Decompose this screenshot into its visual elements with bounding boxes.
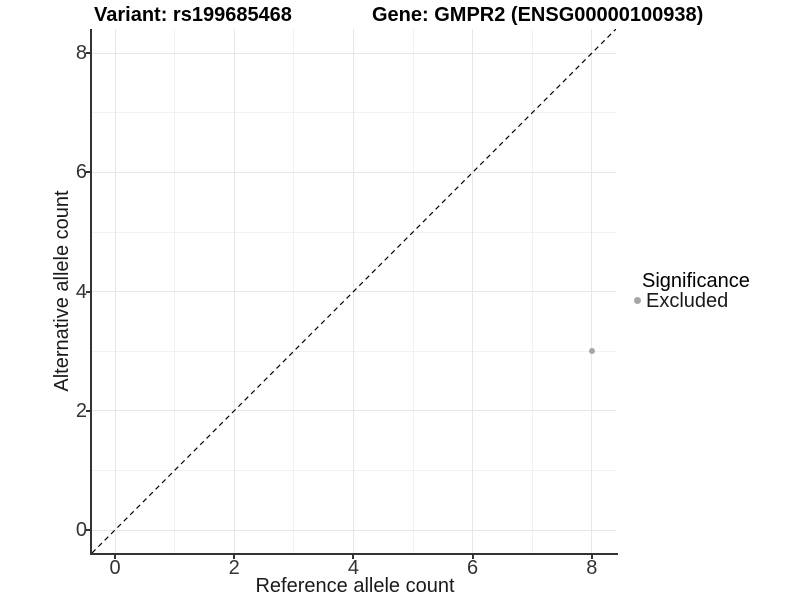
y-tick-label: 0 [75,519,87,541]
x-tick-label: 4 [347,557,359,579]
grid-major-h [92,410,616,412]
y-tick-mark [86,52,92,55]
grid-minor-v [412,29,414,553]
x-tick-label: 6 [467,557,479,579]
y-tick-label: 2 [75,399,87,422]
grid-minor-h [92,231,616,233]
grid-minor-h [92,112,616,114]
x-tick-mark [233,553,236,559]
grid-major-h [92,52,616,54]
x-tick-mark [471,553,474,559]
identity-line [92,29,616,553]
x-tick-mark [114,553,116,559]
grid-minor-h [92,469,616,471]
data-point [588,348,595,355]
grid-major-v [472,29,474,553]
grid-major-v [591,29,593,553]
grid-major-h [92,171,616,173]
y-tick-mark [86,529,92,531]
y-tick-mark [86,171,92,174]
y-axis-title: Alternative allele count [51,190,73,392]
grid-major-v [233,29,235,553]
x-axis-title: Reference allele count [255,575,455,597]
y-tick-label: 4 [75,280,87,303]
x-tick-mark [590,553,593,559]
x-tick-label: 2 [228,557,240,579]
plot-title-variant: Variant: rs199685468 [94,4,292,26]
grid-minor-h [92,350,616,352]
grid-minor-v [174,29,176,553]
excluded-point-icon [634,297,641,304]
y-tick-mark [86,409,92,412]
grid-minor-v [293,29,295,553]
plot-panel [92,29,616,553]
legend-title: Significance [642,270,750,292]
y-tick-label: 8 [75,42,87,65]
grid-major-h [92,529,616,531]
legend-item-label: Excluded [646,290,729,312]
y-tick-mark [86,290,92,293]
plot-title-gene: Gene: GMPR2 (ENSG00000100938) [372,4,704,26]
x-tick-label: 0 [109,557,121,579]
grid-minor-v [531,29,533,553]
grid-major-v [114,29,116,553]
x-tick-label: 8 [586,557,598,579]
y-tick-label: 6 [75,161,87,184]
x-tick-mark [352,553,355,559]
